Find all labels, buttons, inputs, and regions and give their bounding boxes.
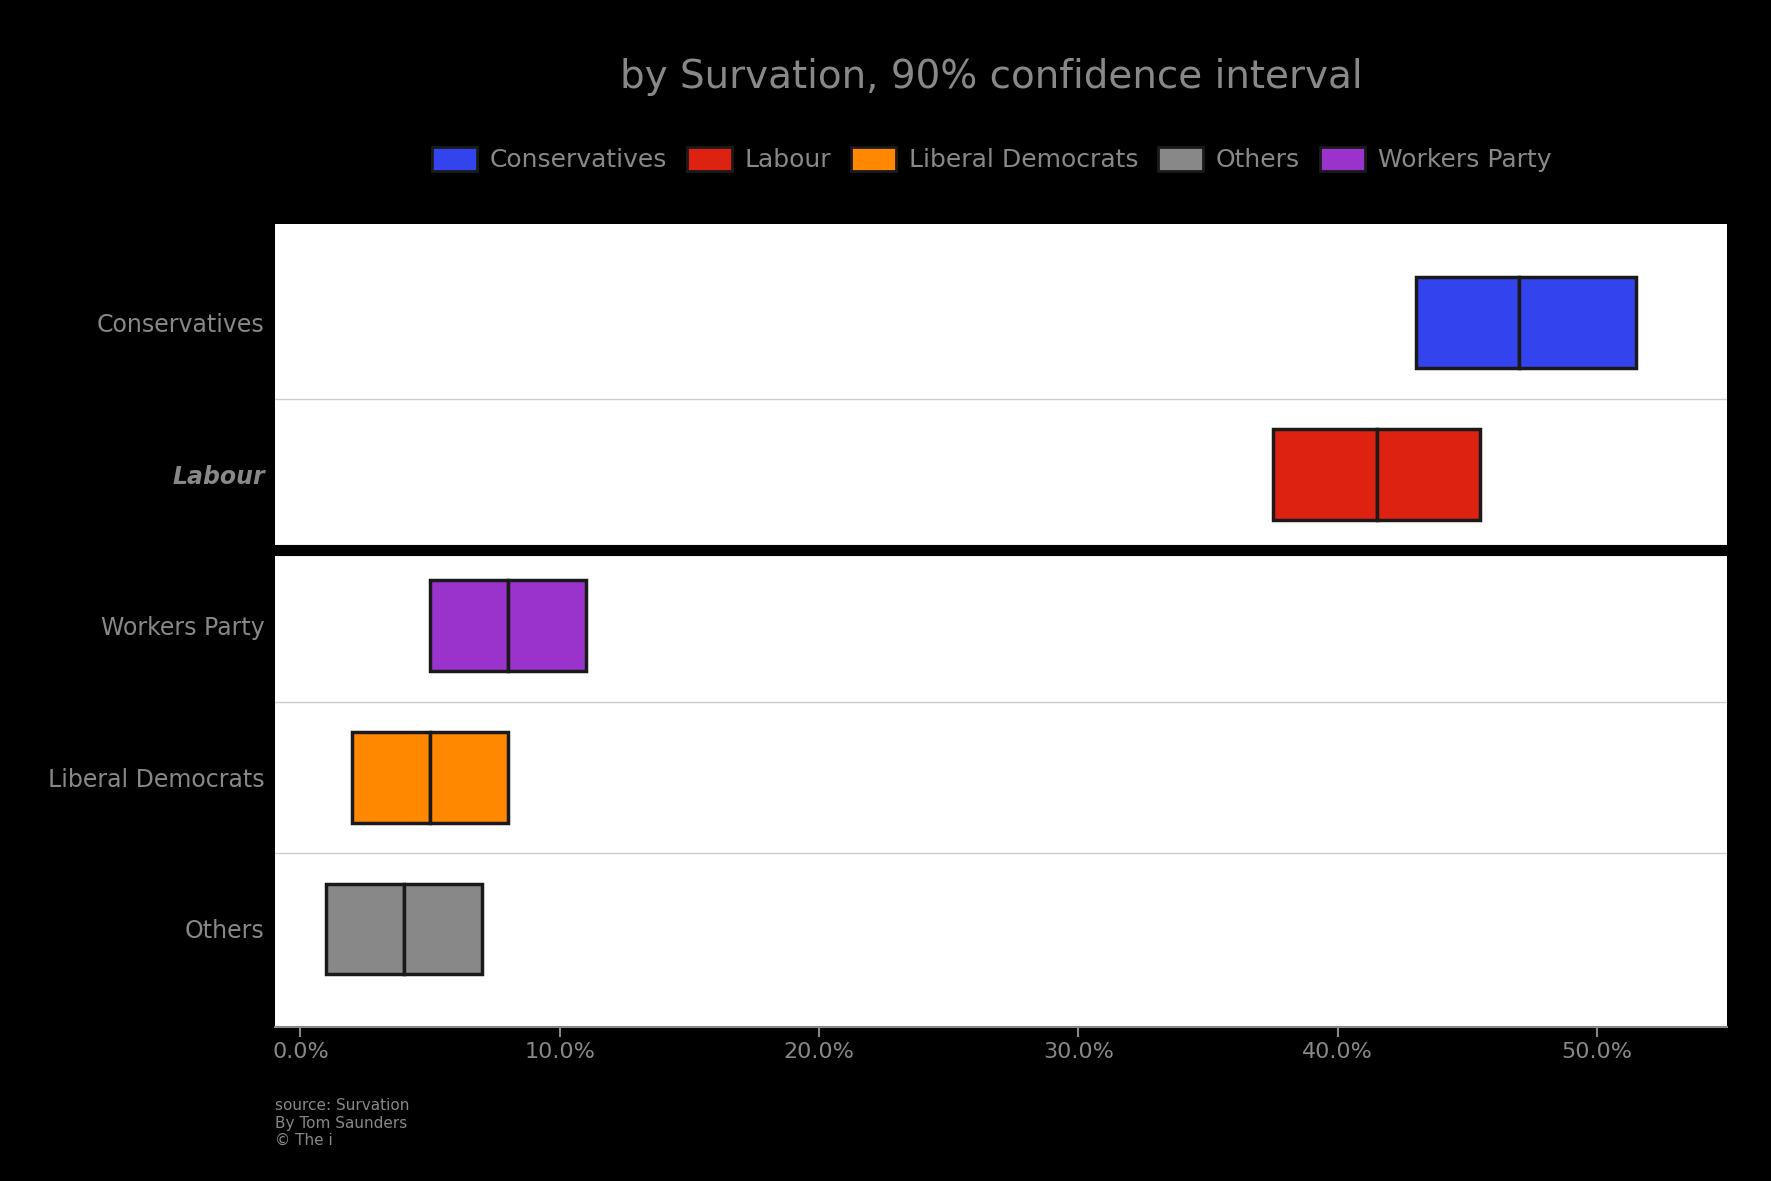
Bar [326, 883, 404, 974]
Bar [1376, 429, 1481, 520]
Bar [352, 732, 430, 823]
Bar [1415, 278, 1520, 368]
Text: by Survation, 90% confidence interval: by Survation, 90% confidence interval [620, 58, 1364, 96]
Legend: Conservatives, Labour, Liberal Democrats, Others, Workers Party: Conservatives, Labour, Liberal Democrats… [423, 137, 1560, 182]
Bar [430, 732, 508, 823]
Bar [404, 883, 482, 974]
Bar [508, 581, 586, 671]
Bar [1273, 429, 1376, 520]
Bar [1520, 278, 1636, 368]
Text: source: Survation
By Tom Saunders
© The i: source: Survation By Tom Saunders © The … [275, 1098, 409, 1148]
Bar [430, 581, 508, 671]
